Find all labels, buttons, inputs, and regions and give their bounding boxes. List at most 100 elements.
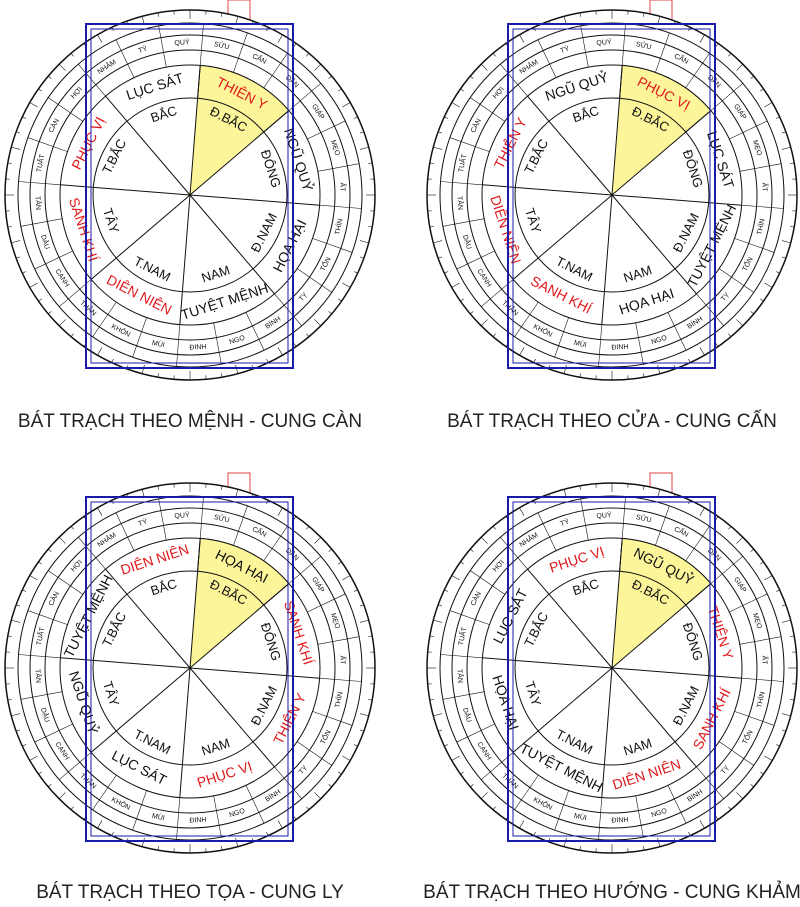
degree-tick (359, 146, 369, 150)
degree-tick (429, 162, 434, 164)
degree-tick (97, 34, 103, 43)
degree-tick (750, 784, 754, 788)
sector-line (179, 667, 191, 798)
degree-tick (764, 575, 773, 581)
degree-tick (760, 561, 764, 565)
degree-tick (451, 282, 460, 288)
mountain-label: MẸO (329, 139, 341, 157)
degree-tick (22, 589, 27, 592)
degree-tick (277, 820, 283, 829)
degree-tick (342, 575, 351, 581)
degree-tick (429, 635, 434, 637)
mountain-label: TÂN (456, 669, 466, 683)
degree-tick (699, 507, 705, 516)
mountain-line (233, 505, 248, 546)
mountain-line (158, 25, 167, 68)
highlight-sector (612, 571, 686, 668)
degree-tick (359, 713, 369, 717)
mountain-label: TỴ (298, 291, 309, 303)
mountain-line (307, 120, 346, 140)
degree-tick (438, 729, 443, 732)
degree-tick (775, 271, 780, 274)
degree-tick (29, 102, 38, 108)
degree-tick (7, 162, 12, 164)
degree-tick (48, 75, 52, 79)
degree-tick (306, 53, 310, 57)
mountain-line (514, 301, 539, 337)
degree-tick (451, 102, 460, 108)
degree-tick (492, 806, 496, 810)
frame-outer (507, 496, 716, 842)
degree-tick (38, 298, 42, 302)
mountain-line (449, 610, 490, 625)
degree-tick (70, 333, 74, 337)
mountain-line (27, 610, 68, 625)
mountain-line (554, 317, 569, 358)
sector-line (105, 568, 191, 669)
mountain-label: NGỌ (651, 807, 669, 819)
degree-tick (781, 256, 786, 259)
degree-tick (563, 364, 567, 374)
degree-tick (22, 271, 27, 274)
mountain-line (245, 312, 265, 351)
mountain-line (263, 526, 288, 562)
sector-line (512, 667, 613, 753)
mountain-line (319, 677, 362, 682)
sector-line (189, 583, 290, 669)
frame-outer (85, 496, 294, 842)
frame-inner (90, 501, 289, 837)
degree-tick (97, 347, 103, 356)
mountain-line (710, 83, 743, 111)
mountain-line (729, 593, 768, 613)
degree-tick (579, 373, 581, 378)
mountain-line (554, 790, 569, 831)
degree-tick (728, 806, 732, 810)
highlight-sector (190, 98, 264, 195)
mountain-label: ẤT (760, 182, 770, 192)
degree-tick (429, 226, 434, 228)
degree-tick (444, 744, 449, 747)
degree-tick (480, 319, 488, 327)
sector-line (90, 194, 191, 280)
mountain-line (176, 324, 181, 367)
degree-tick (775, 116, 780, 119)
degree-tick (492, 333, 496, 337)
degree-tick (48, 548, 52, 552)
degree-tick (97, 820, 103, 829)
degree-tick (470, 784, 474, 788)
degree-tick (715, 516, 719, 520)
degree-tick (328, 311, 332, 315)
mountain-line (312, 238, 353, 253)
mountain-line (213, 795, 222, 838)
degree-tick (38, 771, 42, 775)
mountain-line (92, 301, 117, 337)
degree-tick (775, 589, 780, 592)
degree-tick (29, 575, 38, 581)
sector-line (611, 194, 742, 206)
sector-line (482, 657, 613, 669)
mountain-line (92, 774, 117, 810)
mountain-label: ẤT (338, 655, 348, 665)
degree-tick (314, 319, 322, 327)
degree-tick (368, 162, 373, 164)
sector-line (611, 538, 623, 669)
mountain-line (470, 97, 506, 122)
mountain-line (312, 711, 353, 726)
degree-tick (11, 240, 21, 244)
degree-tick (38, 88, 42, 92)
sector-line (601, 667, 613, 798)
mountain-line (440, 654, 483, 659)
mountain-line (456, 250, 495, 270)
mountain-line (470, 570, 506, 595)
mountain-line (580, 498, 589, 541)
degree-tick (480, 792, 488, 800)
mountain-label: NGỌ (229, 807, 247, 819)
caption: BÁT TRẠCH THEO TỌA - CUNG LY (36, 882, 344, 903)
mountain-line (296, 741, 332, 766)
degree-tick (781, 604, 786, 607)
degree-tick (460, 88, 464, 92)
mountain-label: QUÝ (596, 510, 612, 520)
mountain-label: TỴ (720, 291, 731, 303)
